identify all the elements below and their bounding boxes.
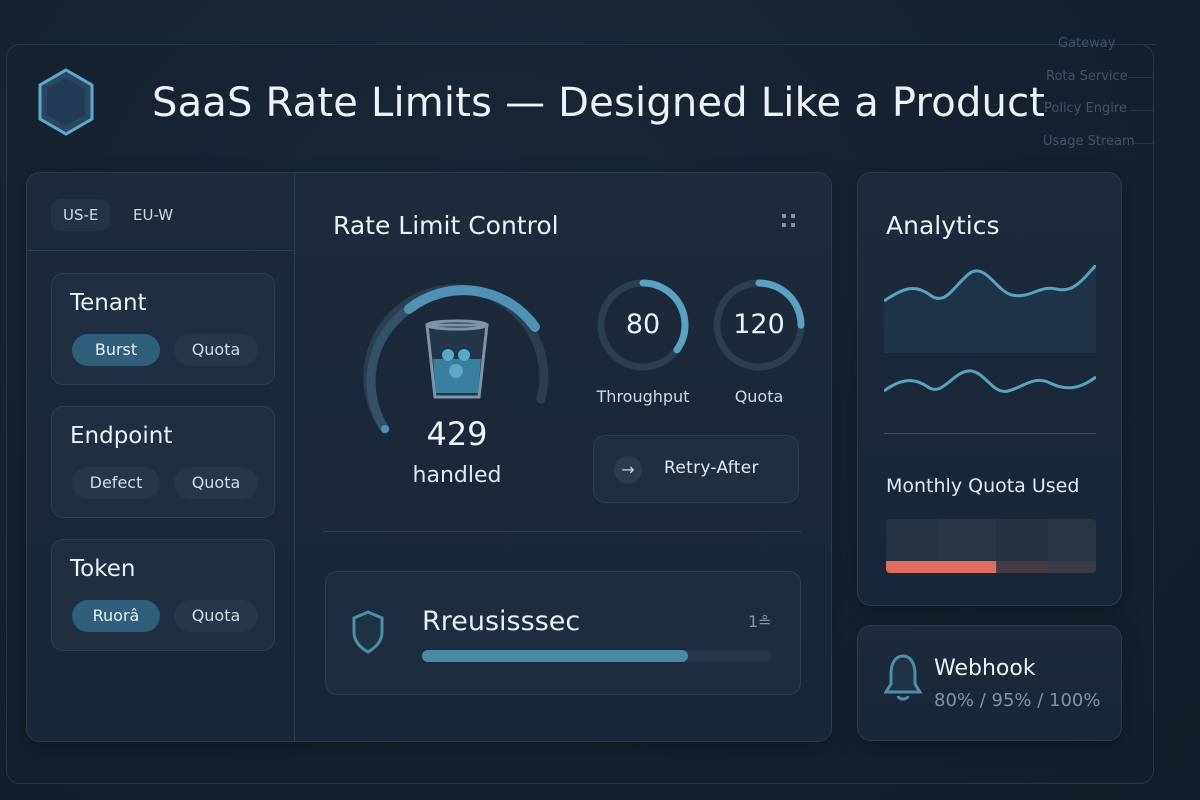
section-divider: [323, 531, 801, 532]
group-title: Token: [70, 556, 136, 582]
webhook-panel[interactable]: Webhook 80% / 95% / 100%: [857, 625, 1122, 741]
region-tab-us-e[interactable]: US-E: [51, 199, 111, 231]
page-title: SaaS Rate Limits — Designed Like a Produ…: [152, 80, 1046, 126]
chip-quota[interactable]: Quota: [174, 600, 258, 632]
group-card-tenant: Tenant Burst Quota: [51, 273, 275, 385]
throughput-ring: [597, 279, 689, 371]
handled-label: handled: [412, 463, 502, 488]
chip-quota[interactable]: Quota: [174, 467, 258, 499]
policy-label: Rreusisssec: [422, 606, 581, 637]
policy-progress-track: [422, 650, 772, 662]
monthly-quota-title: Monthly Quota Used: [886, 475, 1080, 497]
scope-sidebar: US-E EU-W Tenant Burst Quota Endpoint De…: [27, 173, 295, 741]
throughput-value: 80: [625, 309, 661, 340]
monthly-quota-bar: [886, 519, 1096, 573]
ghost-menu-item[interactable]: Gateway: [1058, 36, 1116, 51]
throughput-label: Throughput: [596, 387, 690, 406]
control-panel: US-E EU-W Tenant Burst Quota Endpoint De…: [26, 172, 832, 742]
group-title: Endpoint: [70, 423, 173, 449]
bucket-icon: [425, 319, 489, 399]
policy-card[interactable]: Rreusisssec 1≗: [325, 571, 801, 695]
ghost-menu-item[interactable]: Policy Engire: [1044, 101, 1127, 116]
usage-gauge: [363, 284, 549, 434]
shield-icon: [352, 610, 384, 654]
monthly-quota-used-fill: [886, 561, 998, 573]
arrow-right-icon: →: [614, 456, 642, 484]
quota-label: Quota: [734, 387, 784, 406]
policy-progress-fill: [422, 650, 688, 662]
group-card-token: Token Ruorâ Quota: [51, 539, 275, 651]
grid-dots-icon[interactable]: [781, 213, 797, 229]
quota-ring: [713, 279, 805, 371]
analytics-divider: [884, 433, 1096, 434]
quota-value: 120: [733, 309, 785, 340]
analytics-panel: Analytics Monthly Quota Used: [857, 172, 1122, 606]
group-title: Tenant: [70, 290, 147, 316]
group-card-endpoint: Endpoint Defect Quota: [51, 406, 275, 518]
chip-burst[interactable]: Burst: [72, 334, 160, 366]
chip-ruora[interactable]: Ruorâ: [72, 600, 160, 632]
retry-after-button[interactable]: → Retry-After: [593, 435, 799, 503]
chip-quota[interactable]: Quota: [174, 334, 258, 366]
policy-meta: 1≗: [748, 612, 772, 631]
handled-count: 429: [426, 415, 488, 453]
region-tab-eu-w[interactable]: EU-W: [133, 206, 174, 224]
hexagon-icon: [38, 68, 94, 136]
retry-after-label: Retry-After: [664, 458, 759, 478]
ghost-menu-item[interactable]: Usage Stream: [1043, 134, 1135, 149]
analytics-sparkline: [884, 265, 1096, 393]
webhook-title: Webhook: [934, 656, 1036, 681]
control-title: Rate Limit Control: [333, 211, 559, 240]
bell-icon: [884, 654, 922, 701]
webhook-thresholds: 80% / 95% / 100%: [934, 690, 1101, 711]
chip-defect[interactable]: Defect: [72, 467, 160, 499]
analytics-title: Analytics: [886, 211, 1000, 240]
ghost-menu-item[interactable]: Rota Service: [1046, 69, 1128, 84]
region-switcher: US-E EU-W: [27, 173, 295, 251]
